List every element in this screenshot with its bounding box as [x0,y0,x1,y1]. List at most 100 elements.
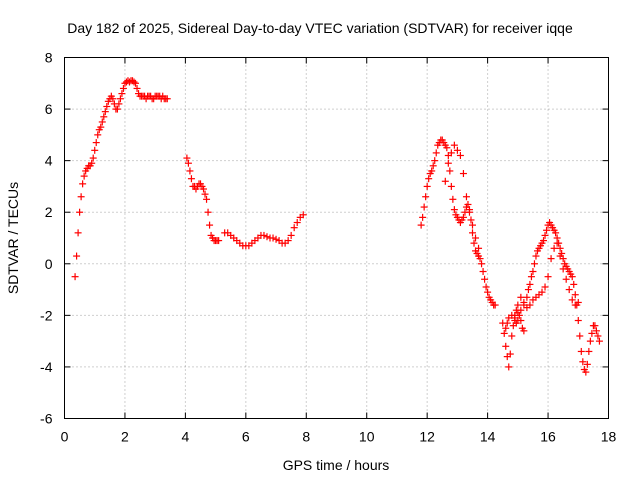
data-point [443,144,451,152]
data-point [201,190,209,198]
data-point [565,286,573,294]
data-point [284,237,292,245]
data-point [100,113,108,121]
data-point [586,337,594,345]
data-point [453,146,461,154]
data-point [441,177,449,185]
data-point [556,244,564,252]
data-point [568,273,576,281]
data-point [184,159,192,167]
data-point [432,149,440,157]
data-point [577,347,585,355]
data-point [562,275,570,283]
chart-title: Day 182 of 2025, Sidereal Day-to-day VTE… [67,20,573,36]
data-point [517,317,525,325]
data-point [552,229,560,237]
data-point [559,265,567,273]
data-point [130,78,138,86]
data-point [502,324,510,332]
data-point [553,239,561,247]
data-point [109,95,117,103]
data-point [482,283,490,291]
data-point [88,159,96,167]
y-tick-label: -2 [40,307,53,323]
data-point [502,342,510,350]
data-point [115,100,123,108]
data-point [464,200,472,208]
data-point [529,268,537,276]
data-point [595,337,603,345]
data-point [183,154,191,162]
data-point [429,162,437,170]
data-point [89,154,97,162]
data-point [444,159,452,167]
data-point [503,319,511,327]
x-tick-label: 12 [419,429,435,445]
data-point [459,170,467,178]
data-point [588,329,596,337]
y-axis-label: SDTVAR / TECUs [5,182,21,294]
data-point [447,149,455,157]
data-point [76,208,84,216]
data-point [592,327,600,335]
x-tick-label: 0 [61,429,69,445]
data-point [118,90,126,98]
data-point [583,360,591,368]
data-point [215,237,223,245]
data-point [538,288,546,296]
data-point [446,167,454,175]
y-tick-label: 4 [45,153,53,169]
data-point [475,244,483,252]
data-point [272,235,280,243]
data-point [450,141,458,149]
data-point [481,275,489,283]
data-point [570,280,578,288]
data-point [91,146,99,154]
y-tick-label: 2 [45,204,53,220]
data-point [526,301,534,309]
x-tick-label: 10 [359,429,375,445]
data-point [472,234,480,242]
data-point [119,84,127,92]
data-point [582,368,590,376]
data-point [450,206,458,214]
data-point [470,239,478,247]
data-point [511,314,519,322]
data-point [541,283,549,291]
data-point [459,213,467,221]
data-point [428,167,436,175]
data-point [200,185,208,193]
data-point [263,233,271,241]
data-point [73,252,81,260]
data-point [574,298,582,306]
data-point [422,193,430,201]
data-point [505,363,513,371]
data-point [431,157,439,165]
data-point [77,193,85,201]
data-point [462,193,470,201]
data-point [447,182,455,190]
data-point [479,268,487,276]
x-tick-label: 4 [181,429,189,445]
data-point [133,84,141,92]
data-point [101,108,109,116]
data-point [514,301,522,309]
data-point [425,175,433,183]
data-point [527,273,535,281]
data-point [544,273,552,281]
data-point [163,95,171,103]
data-point [520,298,528,306]
data-point [574,317,582,325]
grid-lines [64,57,609,419]
data-point [571,291,579,299]
data-point [478,260,486,268]
data-point [591,322,599,330]
data-points [71,77,603,376]
x-tick-label: 8 [302,429,310,445]
data-point [293,219,301,227]
data-point [203,195,211,203]
data-point [594,332,602,340]
data-point [423,182,431,190]
data-point [576,332,584,340]
